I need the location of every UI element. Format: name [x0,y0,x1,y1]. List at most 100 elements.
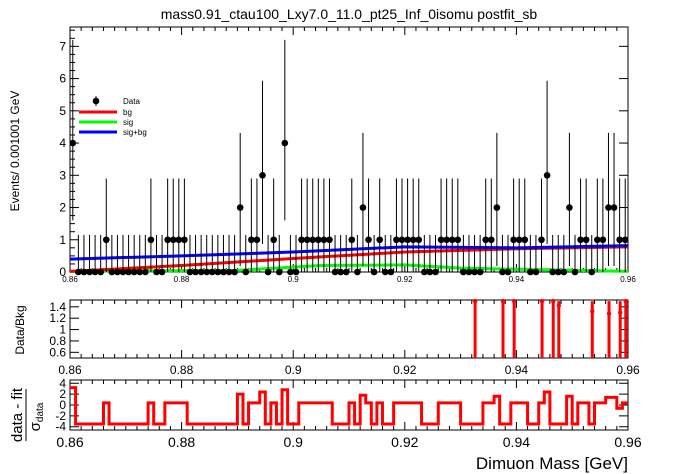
ratio-xtick-label: 0.92 [393,363,417,377]
data-point [208,268,216,276]
data-point [169,236,177,244]
data-point [91,268,99,276]
pull-ytick-label: 4 [59,376,66,390]
data-point [142,268,149,276]
data-point [136,268,144,276]
data-point [164,236,171,244]
data-point [404,236,411,244]
chart-title: mass0.91_ctau100_Lxy7.0_11.0_pt25_Inf_0i… [161,6,538,22]
main-ytick-label: 1 [59,233,66,247]
ratio-point [511,298,517,304]
ratio-point [590,309,595,314]
data-point [621,236,629,244]
data-point [454,236,462,244]
main-xtick-label: 0.86 [62,275,78,284]
ratio-point [539,298,545,304]
pull-xtick-label: 0.92 [391,434,418,450]
data-point [220,268,227,276]
data-point [248,236,255,244]
main-ytick-label: 0 [59,265,66,279]
data-point [303,236,311,244]
data-point [231,268,238,276]
data-point [409,236,417,244]
ratio-point [606,311,612,316]
ratio-ytick-label: 1.4 [49,300,66,314]
ratio-point [617,310,623,315]
data-point [186,268,194,276]
main-xtick-label: 0.96 [620,275,636,284]
data-point [504,268,512,276]
data-point [493,204,501,211]
sigbg-curve [69,244,629,261]
ratio-point [500,298,506,304]
main-panel: 0.86 0.88 0.9 0.92 0.94 0.9601234567Databgsig… [59,26,636,284]
data-point [281,139,289,147]
data-point [415,236,423,244]
ratio-panel: 0.86 0.88 0.9 0.92 0.94 0.96 0.60.811.21.4 [49,298,640,377]
data-point [130,268,138,276]
data-point [315,236,322,244]
data-point [577,236,584,244]
pull-histogram [70,386,628,426]
data-point [560,268,568,276]
data-point [471,268,478,276]
data-point [616,236,623,244]
data-point [476,268,484,276]
pull-ytick-label: -4 [55,420,66,434]
ratio-xtick-label: 0.96 [616,363,640,377]
pull-xlabel: Dimuon Mass [GeV] [476,454,628,473]
data-point [102,236,110,244]
ratio-xtick-label: 0.9 [285,363,302,377]
data-point [108,268,116,276]
pull-ylabel-subscript: data [35,402,46,422]
data-point [582,236,590,244]
ratio-xtick-label: 0.86 [58,363,82,377]
legend-data-marker [92,97,100,105]
data-point [566,204,573,211]
data-point [460,268,467,276]
data-point [175,236,183,244]
data-point [214,268,222,276]
data-point [610,204,618,211]
main-xtick-label: 0.88 [174,275,190,284]
data-point [354,268,361,276]
data-point [421,268,428,276]
legend-sig-label: sig [123,118,133,127]
data-point [259,171,266,179]
data-point [348,236,356,244]
data-point [326,236,333,244]
main-ylabel: Events/ 0.001001 GeV [8,91,22,212]
data-point [448,236,456,244]
ratio-point [551,298,556,304]
data-point [320,236,328,244]
pull-xtick-label: 0.94 [503,434,530,450]
data-point [515,236,523,244]
pull-xtick-label: 0.9 [283,434,303,450]
pull-ytick-label: 2 [59,387,66,401]
legend-sigbg-label: sig+bg [123,128,147,137]
data-point [264,268,272,276]
data-point [571,268,579,276]
data-point [554,268,562,276]
data-point [119,268,127,276]
data-point [331,268,339,276]
data-point [432,268,439,276]
data-point [203,268,211,276]
main-ytick-label: 6 [59,72,66,86]
data-point [236,204,244,211]
data-point [437,236,445,244]
data-point [69,139,77,147]
data-point [75,268,82,276]
data-point [599,236,607,244]
data-point [275,268,283,276]
data-point [80,268,88,276]
main-xtick-label: 0.92 [397,275,413,284]
legend-bg-label: bg [123,108,132,117]
data-point [342,268,350,276]
data-point [381,268,389,276]
data-point [376,236,383,244]
main-ytick-label: 5 [59,104,66,118]
